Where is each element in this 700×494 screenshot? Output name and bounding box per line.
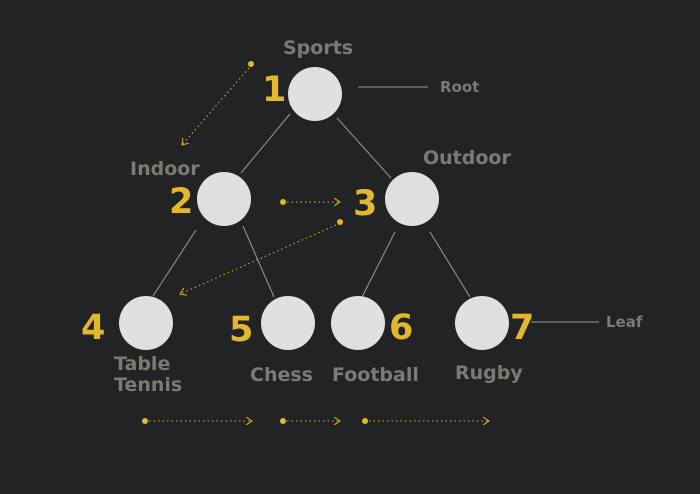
node-indoor-number: 2 xyxy=(169,182,194,222)
node-sports-label: Sports xyxy=(283,37,354,59)
arrow-start-dot xyxy=(337,219,343,225)
node-outdoor-number: 3 xyxy=(353,184,378,224)
arrow-start-dot xyxy=(362,418,368,424)
edge-indoor-table-tennis xyxy=(152,229,197,297)
node-rugby-label: Rugby xyxy=(455,362,523,384)
edge-sports-outdoor xyxy=(336,117,392,179)
node-outdoor-circle xyxy=(385,172,439,226)
arrow-start-dot xyxy=(142,418,148,424)
node-table-tennis-label-line2: Tennis xyxy=(114,374,183,396)
node-table-tennis-label-line1: Table xyxy=(114,353,171,375)
node-table-tennis-number: 4 xyxy=(81,308,106,348)
edge-indoor-chess xyxy=(242,225,275,298)
node-chess-label: Chess xyxy=(250,364,313,386)
root-annotation: Root xyxy=(440,78,480,96)
arrow-start-dot xyxy=(280,418,286,424)
arrow-start-dot xyxy=(280,199,286,205)
node-chess-circle xyxy=(261,296,315,350)
node-sports-circle xyxy=(288,67,342,121)
node-indoor-label: Indoor xyxy=(130,158,200,180)
traversal-arrow-sports-indoor xyxy=(182,67,250,145)
edge-outdoor-football xyxy=(361,231,396,298)
leaf-annotation: Leaf xyxy=(606,313,643,331)
edge-outdoor-rugby xyxy=(429,231,471,298)
node-chess-number: 5 xyxy=(229,310,254,350)
node-indoor-circle xyxy=(197,172,251,226)
node-football-label: Football xyxy=(332,364,419,386)
node-sports-number: 1 xyxy=(262,70,287,110)
node-football-circle xyxy=(331,296,385,350)
node-outdoor-label: Outdoor xyxy=(423,147,511,169)
node-rugby-circle xyxy=(455,296,509,350)
arrow-start-dot xyxy=(248,61,254,67)
traversal-arrow-outdoor-table-tennis xyxy=(180,224,337,294)
node-table-tennis-circle xyxy=(119,296,173,350)
node-football-number: 6 xyxy=(389,308,414,348)
edge-sports-indoor xyxy=(240,113,291,174)
node-rugby-number: 7 xyxy=(510,308,535,348)
